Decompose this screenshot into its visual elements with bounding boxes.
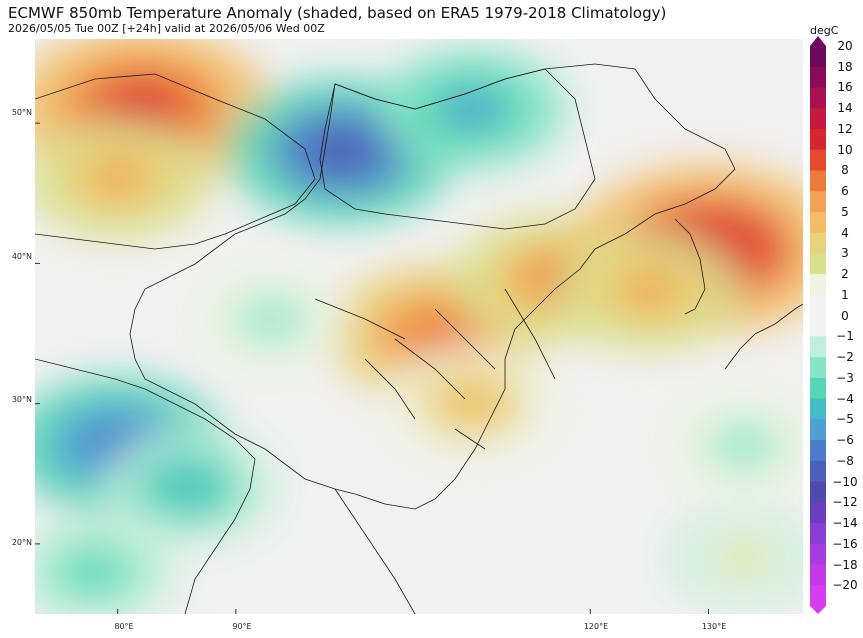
chart-title: ECMWF 850mb Temperature Anomaly (shaded,… bbox=[8, 4, 667, 22]
anomaly-blob-7-2 bbox=[619, 271, 680, 312]
anomaly-blob-4-2 bbox=[401, 311, 472, 356]
colorbar-cell-8 bbox=[810, 211, 826, 234]
colorbar-level-label: 3 bbox=[841, 246, 849, 261]
anomaly-blob-10-2 bbox=[160, 469, 217, 507]
se-asia-border bbox=[334, 488, 416, 614]
lat-label-50n: 50°N bbox=[11, 108, 32, 117]
colorbar-level-label: −5 bbox=[836, 412, 854, 427]
colorbar-cell-12 bbox=[810, 294, 826, 317]
korea-border bbox=[674, 218, 706, 315]
colorbar-cell-21 bbox=[810, 481, 826, 503]
colorbar-level-label: −6 bbox=[836, 433, 854, 448]
colorbar-level-label: −8 bbox=[836, 453, 854, 468]
anomaly-blob-3-2 bbox=[441, 89, 503, 129]
colorbar-level-label: −18 bbox=[832, 557, 858, 572]
anomaly-blob-14-2 bbox=[720, 541, 768, 574]
colorbar-cell-2 bbox=[810, 87, 826, 109]
colorbar-cell-16 bbox=[810, 377, 826, 400]
colorbar-level-label: −12 bbox=[832, 495, 858, 510]
colorbar-cell-23 bbox=[810, 523, 826, 545]
colorbar-level-label: −1 bbox=[836, 329, 854, 344]
colorbar-level-label: −3 bbox=[836, 370, 854, 385]
colorbar-level-label: −20 bbox=[832, 578, 858, 593]
colorbar-level-label: −14 bbox=[832, 516, 858, 531]
colorbar-level-label: 1 bbox=[841, 287, 849, 302]
colorbar-level-label: 8 bbox=[841, 163, 849, 178]
colorbar-cell-10 bbox=[810, 253, 826, 275]
anomaly-blob-11-2 bbox=[68, 554, 120, 590]
colorbar-unit: degC bbox=[810, 24, 839, 37]
china-border bbox=[129, 63, 736, 510]
colorbar-cell-20 bbox=[810, 460, 826, 483]
india-border bbox=[35, 358, 256, 614]
anomaly-shading bbox=[35, 39, 803, 614]
colorbar-cell-19 bbox=[810, 440, 826, 462]
colorbar-level-label: 2 bbox=[841, 267, 849, 282]
colorbar-level-label: −10 bbox=[832, 474, 858, 489]
country-borders bbox=[35, 63, 803, 614]
colorbar-level-label: 16 bbox=[837, 80, 853, 95]
colorbar-level-label: 10 bbox=[837, 142, 853, 157]
colorbar-cell-14 bbox=[810, 336, 826, 358]
colorbar-cell-24 bbox=[810, 543, 826, 566]
colorbar bbox=[810, 36, 826, 614]
colorbar-level-label: 6 bbox=[841, 184, 849, 199]
colorbar-bottom-arrow bbox=[810, 606, 826, 614]
anomaly-blob-13-2 bbox=[720, 429, 768, 462]
colorbar-cell-9 bbox=[810, 232, 826, 254]
lat-label-40n: 40°N bbox=[11, 252, 32, 261]
colorbar-cell-13 bbox=[810, 315, 826, 337]
lon-label-130e: 130°E bbox=[701, 622, 727, 631]
colorbar-cell-1 bbox=[810, 66, 826, 88]
anomaly-blob-2-2 bbox=[305, 127, 380, 175]
anomaly-map bbox=[35, 39, 803, 614]
chart-subtitle: 2026/05/05 Tue 00Z [+24h] valid at 2026/… bbox=[8, 22, 325, 35]
colorbar-level-label: 18 bbox=[837, 59, 853, 74]
anomaly-blob-1-2 bbox=[87, 159, 149, 200]
province-lines bbox=[314, 288, 556, 450]
colorbar-cell-0 bbox=[810, 46, 826, 68]
colorbar-cell-26 bbox=[810, 585, 826, 607]
colorbar-level-label: 20 bbox=[837, 39, 853, 53]
colorbar-cell-7 bbox=[810, 191, 826, 213]
colorbar-cell-17 bbox=[810, 398, 826, 420]
colorbar-level-label: −2 bbox=[836, 350, 854, 365]
colorbar-level-label: 5 bbox=[841, 204, 849, 219]
lon-label-80e: 80°E bbox=[114, 622, 134, 631]
colorbar-cell-22 bbox=[810, 502, 826, 524]
lon-label-90e: 90°E bbox=[232, 622, 252, 631]
colorbar-level-label: 12 bbox=[837, 121, 853, 136]
colorbar-level-label: 4 bbox=[841, 225, 849, 240]
lat-label-30n: 30°N bbox=[11, 395, 32, 404]
colorbar-level-label: 0 bbox=[841, 308, 849, 323]
colorbar-cell-3 bbox=[810, 108, 826, 130]
graticule-ticks bbox=[35, 122, 709, 614]
colorbar-cell-15 bbox=[810, 357, 826, 379]
colorbar-level-label: −4 bbox=[836, 391, 854, 406]
lat-label-20n: 20°N bbox=[11, 538, 32, 547]
colorbar-cell-5 bbox=[810, 149, 826, 171]
anomaly-blob-12-2 bbox=[247, 303, 295, 336]
lon-label-120e: 120°E bbox=[583, 622, 609, 631]
anomaly-blob-8-2 bbox=[444, 385, 501, 423]
japan-coast bbox=[724, 303, 803, 370]
colorbar-cell-6 bbox=[810, 170, 826, 192]
colorbar-level-label: 14 bbox=[837, 101, 853, 116]
kazakhstan-border bbox=[35, 73, 316, 250]
colorbar-top-arrow bbox=[810, 36, 826, 46]
colorbar-cell-18 bbox=[810, 419, 826, 441]
colorbar-cell-4 bbox=[810, 128, 826, 151]
colorbar-level-label: −16 bbox=[832, 536, 858, 551]
mongolia-border bbox=[319, 68, 596, 230]
colorbar-cell-25 bbox=[810, 564, 826, 586]
colorbar-cell-11 bbox=[810, 274, 826, 296]
